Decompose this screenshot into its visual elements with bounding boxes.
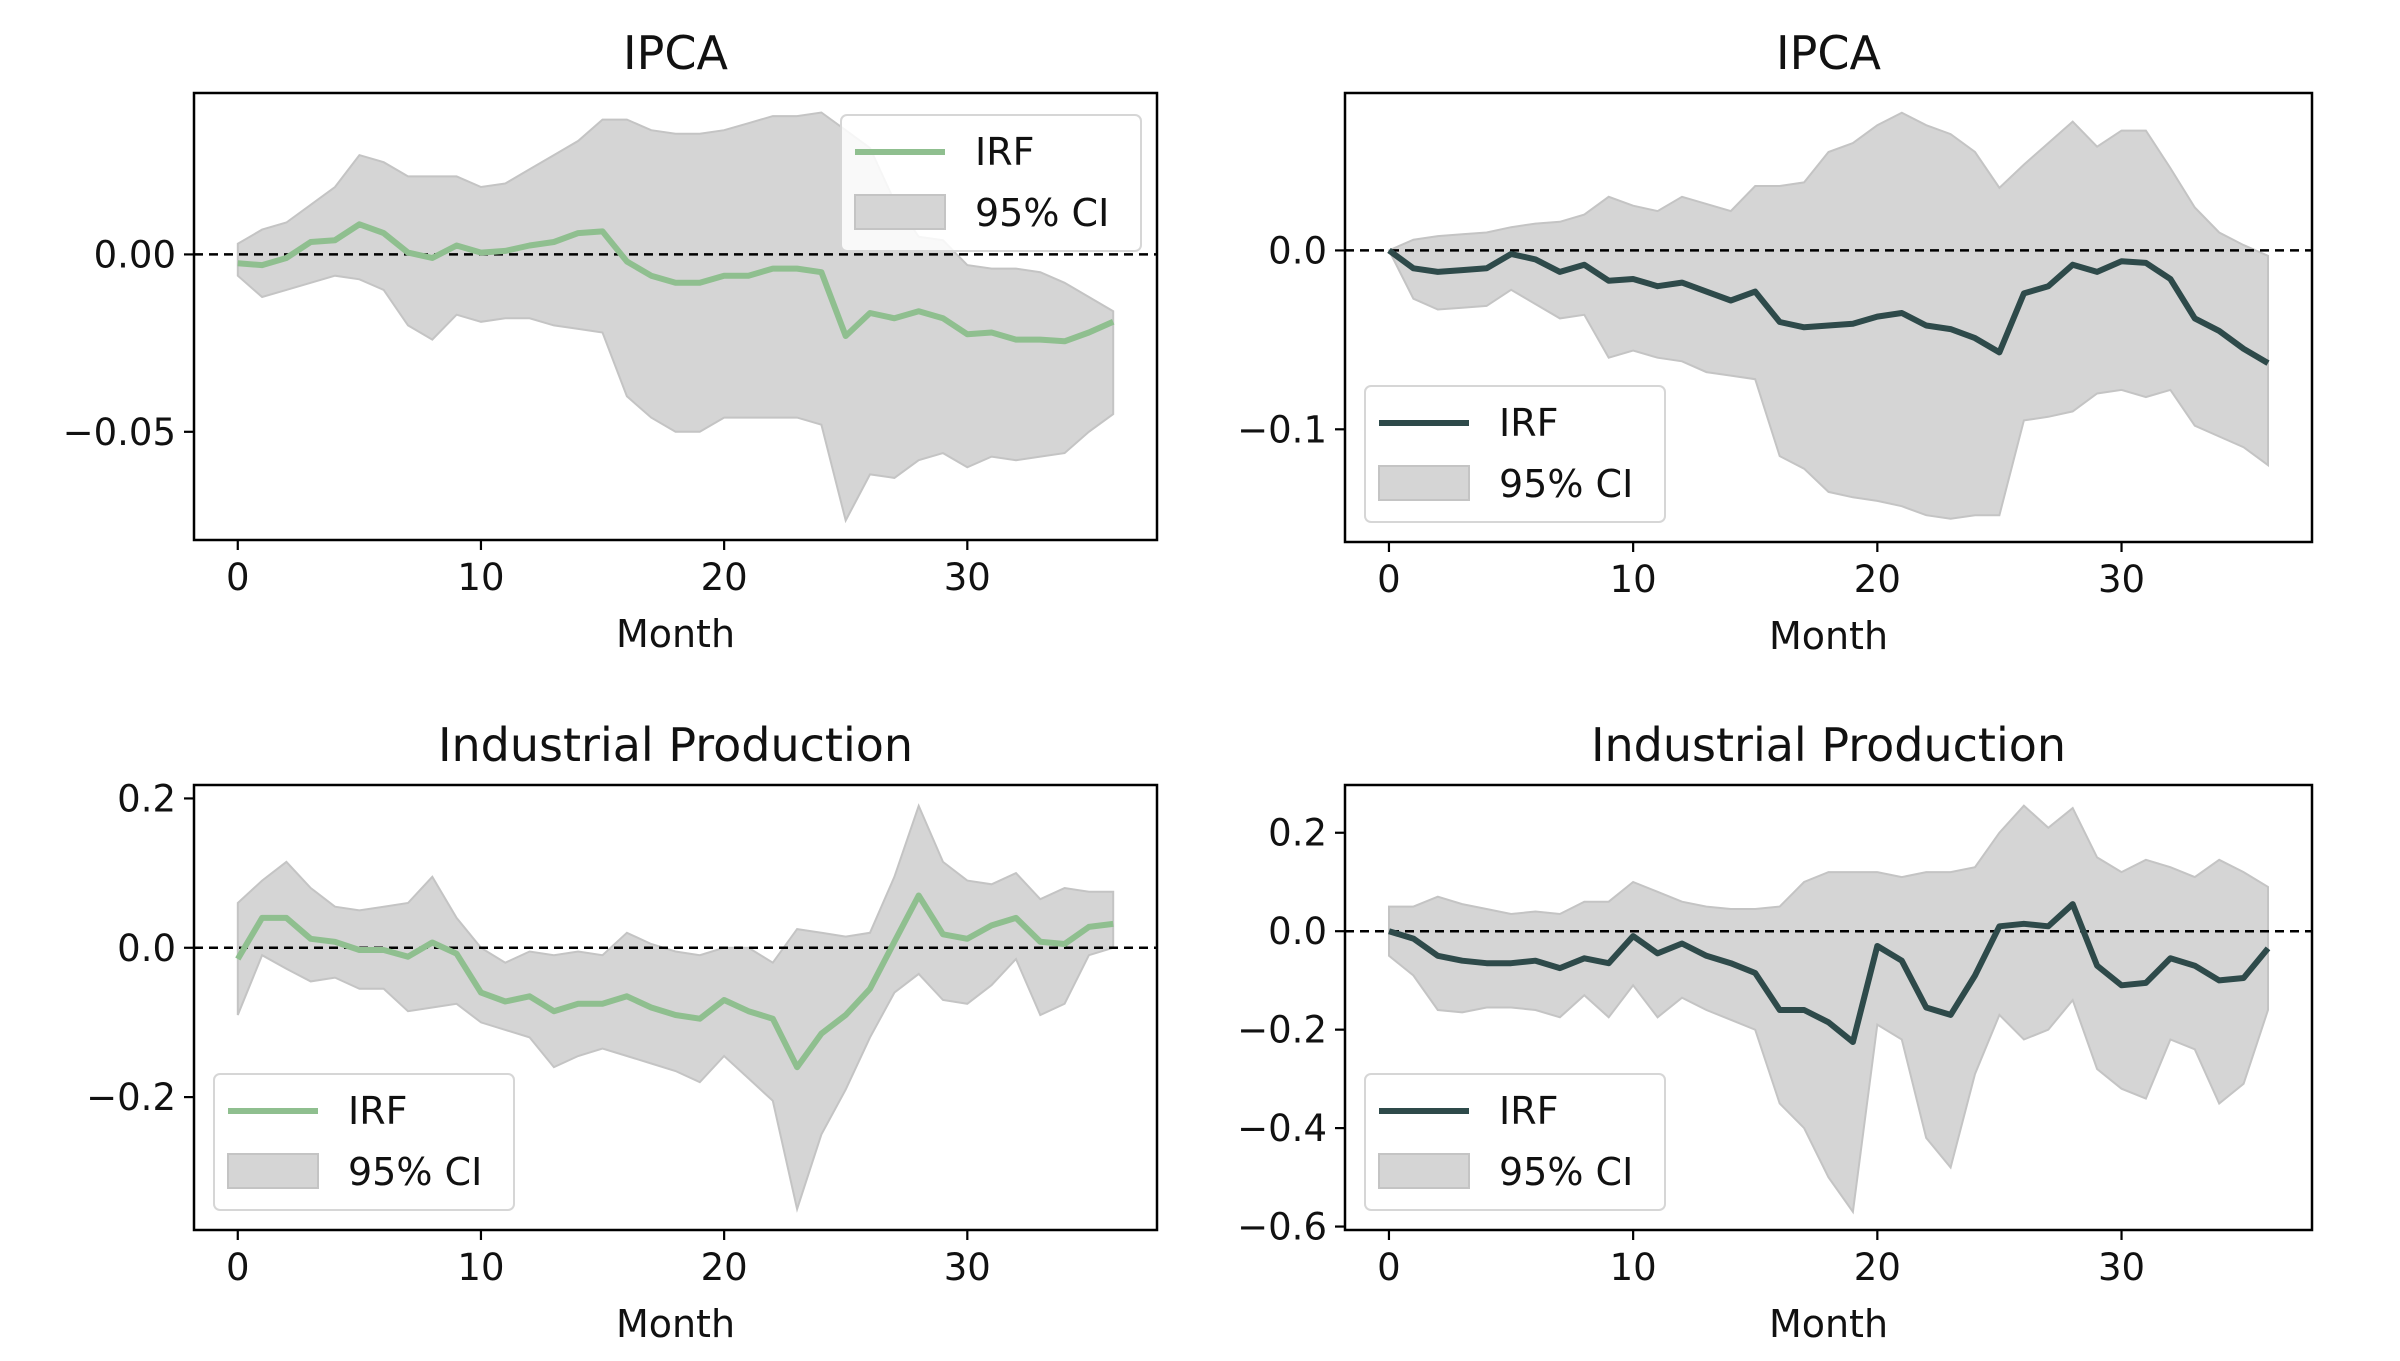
y-tick-label: 0.2: [117, 777, 176, 820]
legend-ci-swatch: [1378, 1153, 1470, 1189]
irf-line: [1388, 901, 2271, 1045]
x-axis-label: Month: [1769, 1302, 1888, 1346]
x-axis-label: Month: [616, 1302, 735, 1346]
legend-ci-label: 95% CI: [1499, 1150, 1633, 1194]
y-tick-label: 0.2: [1268, 812, 1327, 855]
chart-title: Industrial Production: [438, 718, 913, 772]
y-tick-label: −0.05: [63, 411, 176, 454]
legend-ci-swatch: [227, 1153, 319, 1189]
legend: IRF 95% CI: [840, 114, 1142, 252]
x-tick-label: 0: [1377, 558, 1401, 601]
y-tick-label: −0.4: [1237, 1107, 1327, 1150]
axes-frame: [192, 783, 1159, 1232]
irf-line: [1387, 247, 2270, 366]
x-tick-label: 0: [226, 1246, 250, 1289]
x-tick-label: 30: [944, 1246, 991, 1289]
x-tick-label: 20: [701, 1246, 748, 1289]
y-tick-label: 0.0: [117, 927, 176, 970]
x-tick-label: 0: [226, 556, 250, 599]
legend-irf-label: IRF: [348, 1089, 407, 1133]
legend-irf-label: IRF: [975, 130, 1034, 174]
x-tick-label: 30: [944, 556, 991, 599]
x-tick-label: 20: [1854, 558, 1901, 601]
subplot-3: 0 10 20 30 0.2 0.0 −0.2 Industrial Production Mo…: [86, 718, 1159, 1346]
chart-title: IPCA: [623, 26, 728, 80]
axes-frame: [1343, 783, 2314, 1232]
legend-ci-swatch: [854, 194, 946, 230]
x-tick-label: 10: [457, 556, 504, 599]
x-tick-label: 10: [1610, 558, 1657, 601]
legend-irf-label: IRF: [1499, 1089, 1558, 1133]
y-tick-label: −0.2: [86, 1076, 176, 1119]
x-tick-label: 10: [457, 1246, 504, 1289]
y-tick-label: 0.00: [94, 233, 176, 276]
x-axis-label: Month: [1769, 614, 1888, 658]
y-tick-label: −0.2: [1237, 1009, 1327, 1052]
x-axis-label: Month: [616, 612, 735, 656]
x-tick-label: 0: [1377, 1246, 1401, 1289]
subplot-4: 0 10 20 30 0.2 0.0 −0.2 −0.4 −0.6 Industrial Prod…: [1237, 718, 2314, 1346]
legend: IRF 95% CI: [1364, 385, 1666, 523]
axes-frame: [192, 91, 1159, 542]
x-tick-label: 30: [2098, 558, 2145, 601]
x-tick-label: 10: [1610, 1246, 1657, 1289]
chart-title: Industrial Production: [1591, 718, 2066, 772]
x-tick-label: 20: [701, 556, 748, 599]
legend-ci-label: 95% CI: [348, 1150, 482, 1194]
legend-irf-label: IRF: [1499, 401, 1558, 445]
x-tick-label: 30: [2098, 1246, 2145, 1289]
subplot-2: 0 10 20 30 0.0 −0.1 IPCA Month IRF 95% CI: [1237, 26, 2314, 658]
axes-frame: [1343, 91, 2314, 544]
irf-line: [237, 221, 1115, 345]
chart-title: IPCA: [1776, 26, 1881, 80]
legend-ci-label: 95% CI: [975, 191, 1109, 235]
y-tick-label: −0.6: [1237, 1206, 1327, 1249]
y-tick-label: −0.1: [1237, 408, 1327, 451]
subplot-1: 0 10 20 30 0.00 −0.05 IPCA Month IRF 95% CI: [63, 26, 1159, 656]
y-tick-label: 0.0: [1268, 229, 1327, 272]
legend: IRF 95% CI: [1364, 1073, 1666, 1211]
x-tick-label: 20: [1854, 1246, 1901, 1289]
y-tick-label: 0.0: [1268, 910, 1327, 953]
ci-band: [1388, 804, 2269, 1215]
irf-line: [235, 892, 1114, 1071]
legend-ci-label: 95% CI: [1499, 462, 1633, 506]
legend-ci-swatch: [1378, 465, 1470, 501]
legend: IRF 95% CI: [213, 1073, 515, 1211]
